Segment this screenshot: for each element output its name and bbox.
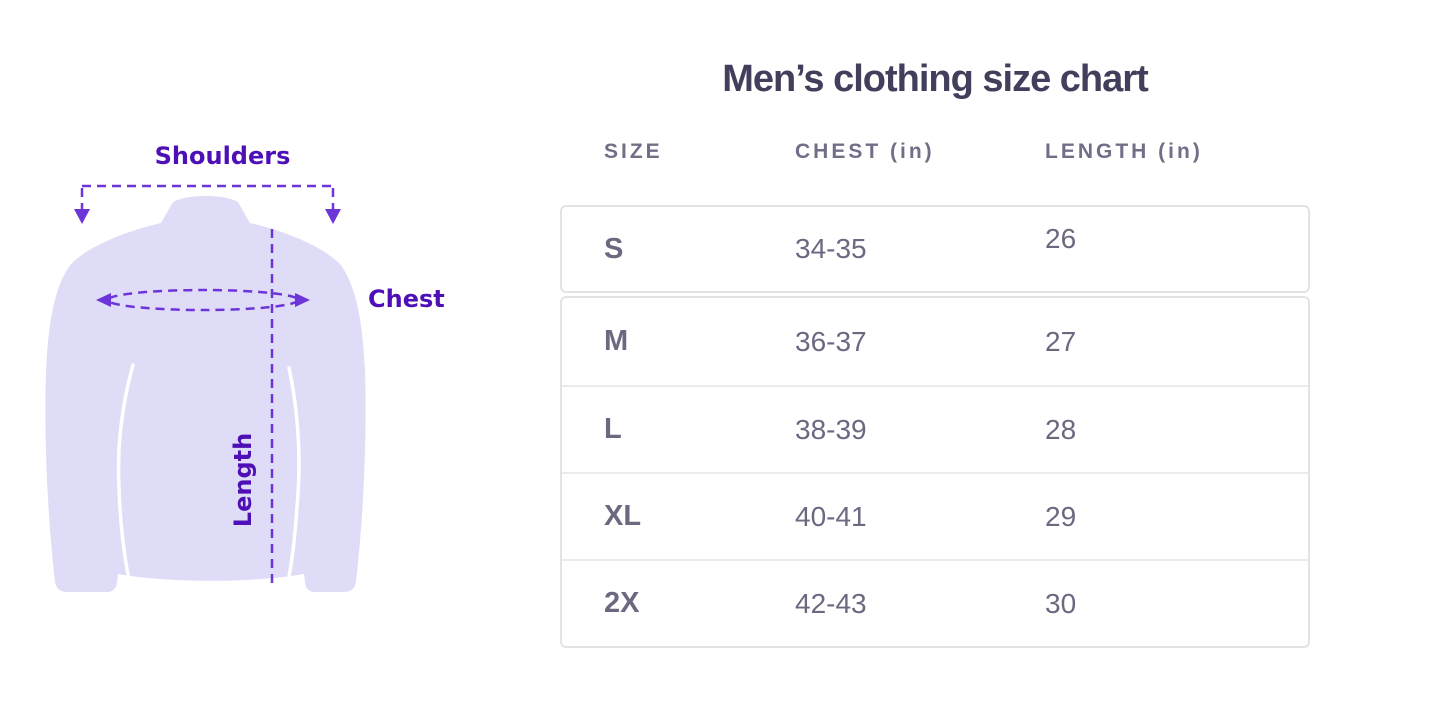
length-label: Length [229, 432, 257, 528]
cell-size: S [604, 232, 624, 265]
sleeve-seam-right [286, 366, 301, 584]
cell-length: 28 [1045, 413, 1077, 445]
shoulders-arrow-left [74, 209, 90, 224]
cell-size: XL [604, 500, 642, 532]
shirt-measurement-diagram: Shoulders Chest Length [40, 130, 500, 625]
table-row-l: L 38-39 28 [562, 385, 1308, 472]
shirt-silhouette [45, 196, 366, 592]
header-length: LENGTH (in) [1045, 140, 1203, 163]
sleeve-seam-left [116, 363, 135, 582]
shoulders-arrow-right [325, 209, 341, 224]
size-chart-panel: Men’s clothing size chart SIZE CHEST (in… [560, 0, 1310, 725]
cell-chest: 40-41 [795, 500, 867, 532]
table-row-xl: XL 40-41 29 [562, 472, 1308, 559]
cell-chest: 42-43 [795, 587, 867, 619]
cell-chest: 36-37 [795, 325, 867, 357]
page-title: Men’s clothing size chart [722, 58, 1148, 100]
cell-length: 29 [1045, 500, 1077, 532]
shoulders-label: Shoulders [154, 142, 291, 170]
cell-chest: 34-35 [795, 233, 867, 264]
size-table-header: SIZE CHEST (in) LENGTH (in) [560, 140, 1310, 164]
cell-chest: 38-39 [795, 413, 867, 445]
header-chest: CHEST (in) [795, 140, 935, 163]
cell-length: 26 [1045, 223, 1077, 254]
cell-size: 2X [604, 587, 640, 619]
header-size: SIZE [604, 140, 663, 163]
cell-size: M [604, 325, 629, 357]
cell-length: 30 [1045, 587, 1077, 619]
size-table-rows-box: M 36-37 27 L 38-39 28 XL 40-41 29 2X 42-… [560, 296, 1310, 648]
chest-arrow-left [96, 293, 111, 307]
table-row-m: M 36-37 27 [562, 298, 1308, 385]
chest-label: Chest [368, 285, 445, 313]
shirt-svg [45, 184, 366, 592]
cell-size: L [604, 413, 622, 445]
chest-arrow-right [295, 293, 310, 307]
table-row-s: S 34-35 26 [562, 207, 1308, 291]
table-row-2x: 2X 42-43 30 [562, 559, 1308, 646]
cell-length: 27 [1045, 325, 1077, 357]
size-table-first-row-box: S 34-35 26 [560, 205, 1310, 293]
